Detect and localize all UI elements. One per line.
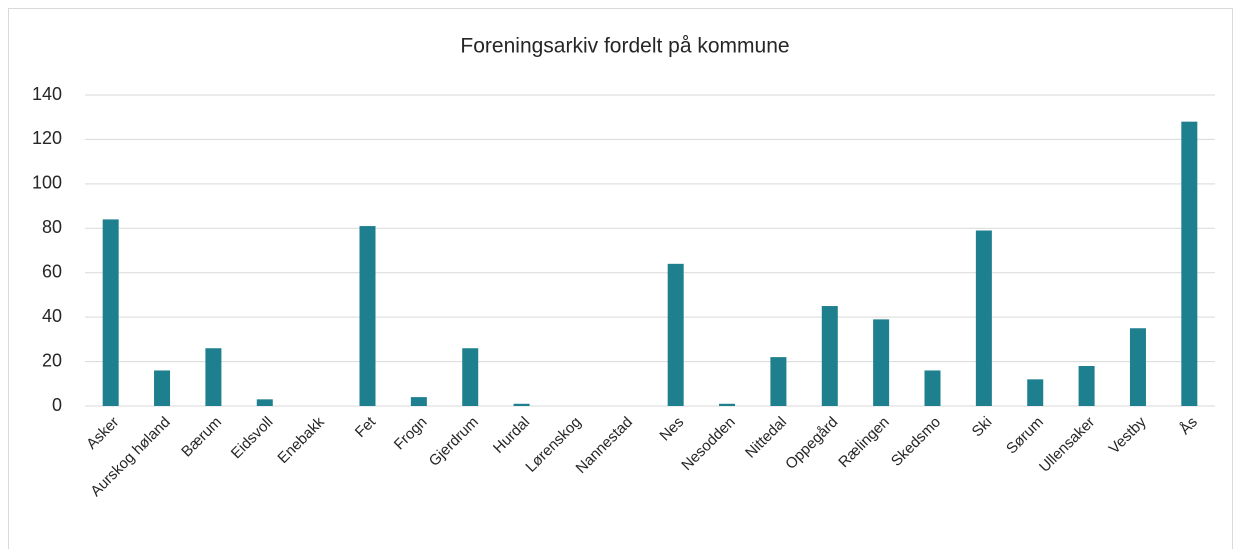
y-tick-label: 120: [32, 128, 62, 148]
y-tick-label: 40: [42, 306, 62, 326]
bar: [154, 370, 171, 406]
bar: [1027, 379, 1044, 406]
bar: [102, 219, 119, 406]
bar: [1078, 366, 1095, 406]
y-tick-label: 100: [32, 173, 62, 193]
y-tick-label: 20: [42, 350, 62, 370]
bar: [667, 263, 684, 406]
chart-title: Foreningsarkiv fordelt på kommune: [460, 35, 789, 58]
bar: [770, 357, 787, 406]
bar: [924, 370, 941, 406]
y-tick-label: 60: [42, 261, 62, 281]
bar: [256, 399, 273, 406]
bar: [1129, 328, 1146, 406]
bar: [873, 319, 890, 406]
chart-frame: [8, 8, 1233, 549]
bar: [821, 306, 838, 406]
bar: [205, 348, 222, 406]
bar: [975, 230, 992, 406]
y-tick-label: 80: [42, 217, 62, 237]
y-tick-label: 140: [32, 84, 62, 104]
bar: [359, 226, 376, 406]
bar: [410, 397, 427, 406]
bar: [1181, 121, 1198, 407]
bar: [719, 403, 736, 406]
y-tick-label: 0: [52, 395, 62, 415]
bar: [462, 348, 479, 406]
bar: [513, 403, 530, 406]
